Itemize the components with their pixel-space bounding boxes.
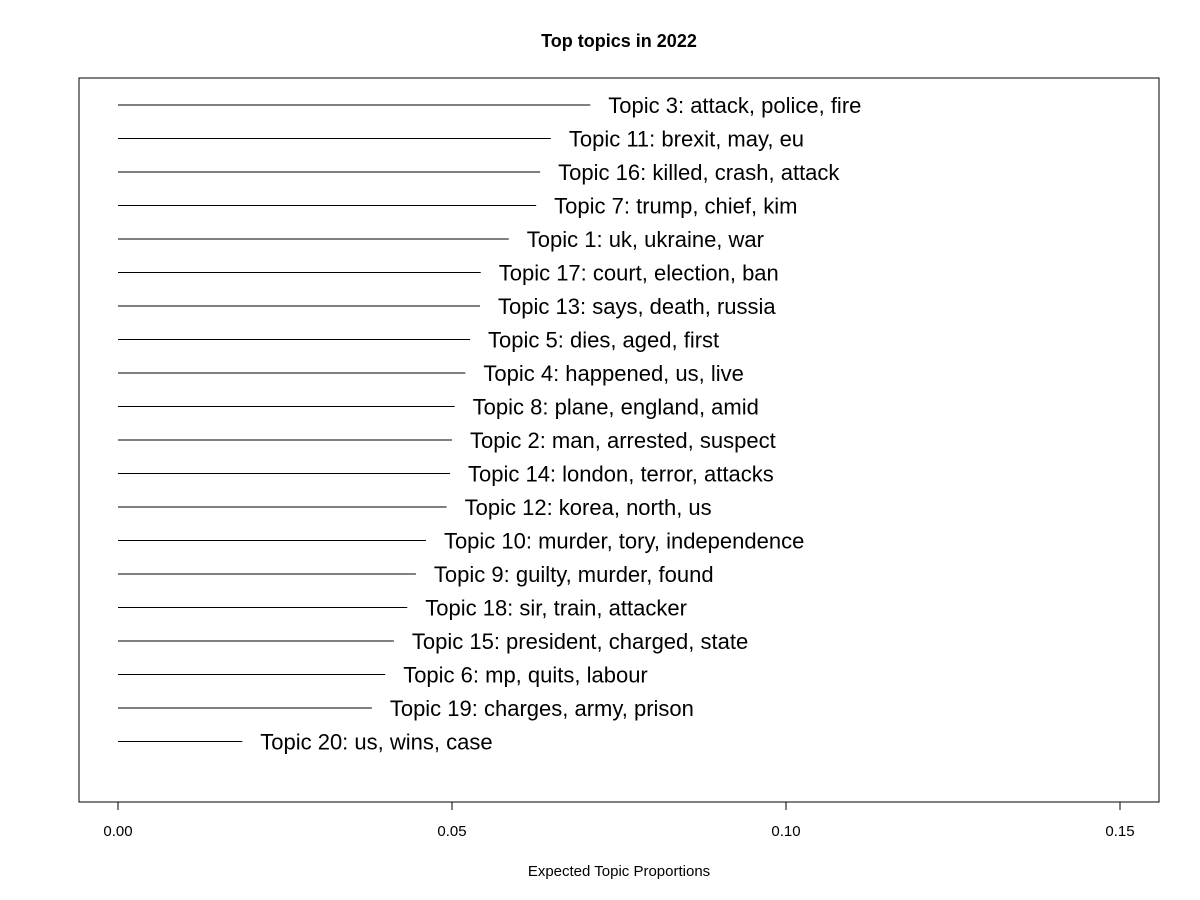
x-tick-label: 0.00 [103, 823, 132, 840]
chart-title: Top topics in 2022 [541, 31, 697, 51]
topic-label: Topic 7: trump, chief, kim [554, 194, 797, 219]
topic-label: Topic 6: mp, quits, labour [403, 663, 648, 688]
topic-label: Topic 16: killed, crash, attack [558, 160, 840, 185]
topic-label: Topic 13: says, death, russia [498, 294, 776, 319]
x-axis-ticks: 0.00 0.05 0.10 0.15 [103, 802, 1135, 840]
topic-label: Topic 18: sir, train, attacker [425, 596, 687, 621]
topic-label: Topic 5: dies, aged, first [488, 328, 719, 353]
x-tick-label: 0.15 [1105, 823, 1134, 840]
topic-label: Topic 9: guilty, murder, found [434, 562, 714, 587]
topic-label: Topic 10: murder, tory, independence [444, 529, 804, 554]
x-tick-label: 0.05 [437, 823, 466, 840]
topic-label: Topic 1: uk, ukraine, war [527, 227, 764, 252]
topic-label: Topic 20: us, wins, case [260, 730, 492, 755]
topic-segments: Topic 3: attack, police, fire Topic 11: b… [118, 93, 861, 755]
x-tick-label: 0.10 [771, 823, 800, 840]
topic-label: Topic 15: president, charged, state [412, 629, 748, 654]
topic-label: Topic 17: court, election, ban [499, 261, 779, 286]
topic-label: Topic 11: brexit, may, eu [569, 127, 804, 152]
topic-label: Topic 12: korea, north, us [465, 495, 712, 520]
topic-label: Topic 8: plane, england, amid [473, 395, 759, 420]
topic-label: Topic 3: attack, police, fire [608, 93, 861, 118]
x-axis-label: Expected Topic Proportions [528, 863, 710, 880]
topic-label: Topic 19: charges, army, prison [390, 696, 694, 721]
topic-label: Topic 4: happened, us, live [483, 361, 744, 386]
topic-label: Topic 14: london, terror, attacks [468, 462, 774, 487]
topic-label: Topic 2: man, arrested, suspect [470, 428, 776, 453]
